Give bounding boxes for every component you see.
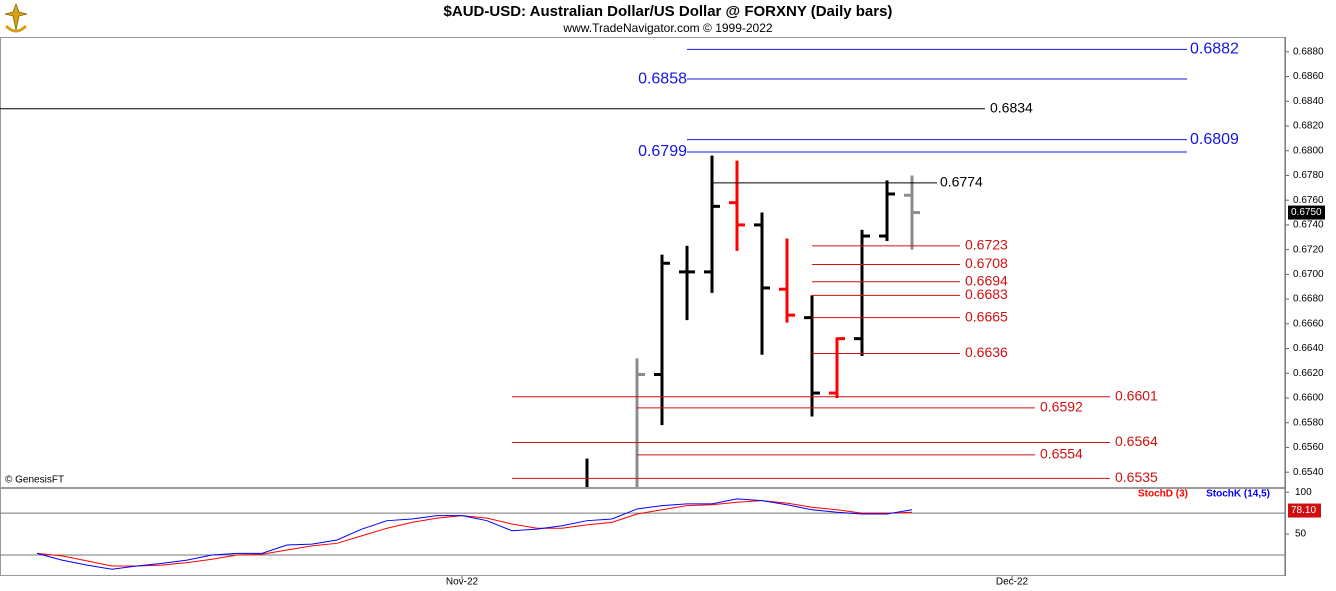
- level-label: 0.6592: [1040, 399, 1083, 415]
- y-tick-label: 0.6580: [1293, 417, 1324, 428]
- y-tick-label: 0.6760: [1293, 195, 1324, 206]
- legend-entry: StochD (3): [1138, 489, 1188, 500]
- y-tick-label: 0.6720: [1293, 244, 1324, 255]
- chart-subtitle: www.TradeNavigator.com © 1999-2022: [562, 21, 772, 35]
- watermark: © GenesisFT: [5, 475, 64, 486]
- level-label: 0.6858: [638, 70, 687, 87]
- level-label: 0.6723: [965, 237, 1008, 253]
- last-price-label: 0.6750: [1291, 207, 1322, 218]
- level-label: 0.6774: [940, 174, 983, 190]
- y-tick-label: 0.6560: [1293, 442, 1324, 453]
- level-label: 0.6554: [1040, 446, 1083, 462]
- level-label: 0.6799: [638, 143, 687, 160]
- level-label: 0.6809: [1190, 131, 1239, 148]
- stoch-tick-label: 100: [1295, 487, 1312, 498]
- level-label: 0.6882: [1190, 41, 1239, 58]
- level-label: 0.6708: [965, 255, 1008, 271]
- y-tick-label: 0.6840: [1293, 96, 1324, 107]
- level-label: 0.6535: [1115, 469, 1158, 485]
- y-tick-label: 0.6640: [1293, 343, 1324, 354]
- x-tick-label: Dec-22: [996, 577, 1029, 588]
- y-tick-label: 0.6780: [1293, 170, 1324, 181]
- y-tick-label: 0.6700: [1293, 269, 1324, 280]
- y-tick-label: 0.6660: [1293, 318, 1324, 329]
- level-label: 0.6694: [965, 272, 1008, 288]
- y-tick-label: 0.6860: [1293, 71, 1324, 82]
- y-tick-label: 0.6600: [1293, 393, 1324, 404]
- logo: [4, 2, 28, 33]
- y-tick-label: 0.6820: [1293, 121, 1324, 132]
- level-label: 0.6834: [990, 99, 1033, 115]
- stoch-line: [36, 498, 913, 570]
- y-tick-label: 0.6740: [1293, 220, 1324, 231]
- y-tick-label: 0.6880: [1293, 46, 1324, 57]
- y-tick-label: 0.6620: [1293, 368, 1324, 379]
- x-tick-label: Nov-22: [446, 577, 479, 588]
- level-label: 0.6683: [965, 286, 1008, 302]
- level-label: 0.6665: [965, 308, 1008, 324]
- level-label: 0.6601: [1115, 387, 1158, 403]
- price-panel: [585, 155, 920, 487]
- y-tick-label: 0.6680: [1293, 294, 1324, 305]
- chart-title: $AUD-USD: Australian Dollar/US Dollar @ …: [444, 3, 893, 20]
- y-tick-label: 0.6540: [1293, 467, 1324, 478]
- level-label: 0.6636: [965, 344, 1008, 360]
- stoch-tick-label: 50: [1295, 529, 1307, 540]
- y-tick-label: 0.6800: [1293, 145, 1324, 156]
- stoch-last-label: 78.10: [1291, 505, 1316, 516]
- legend-entry: StochK (14,5): [1206, 489, 1270, 500]
- stoch-last-box: [1288, 503, 1321, 518]
- level-label: 0.6564: [1115, 433, 1158, 449]
- last-price-box: [1288, 205, 1325, 220]
